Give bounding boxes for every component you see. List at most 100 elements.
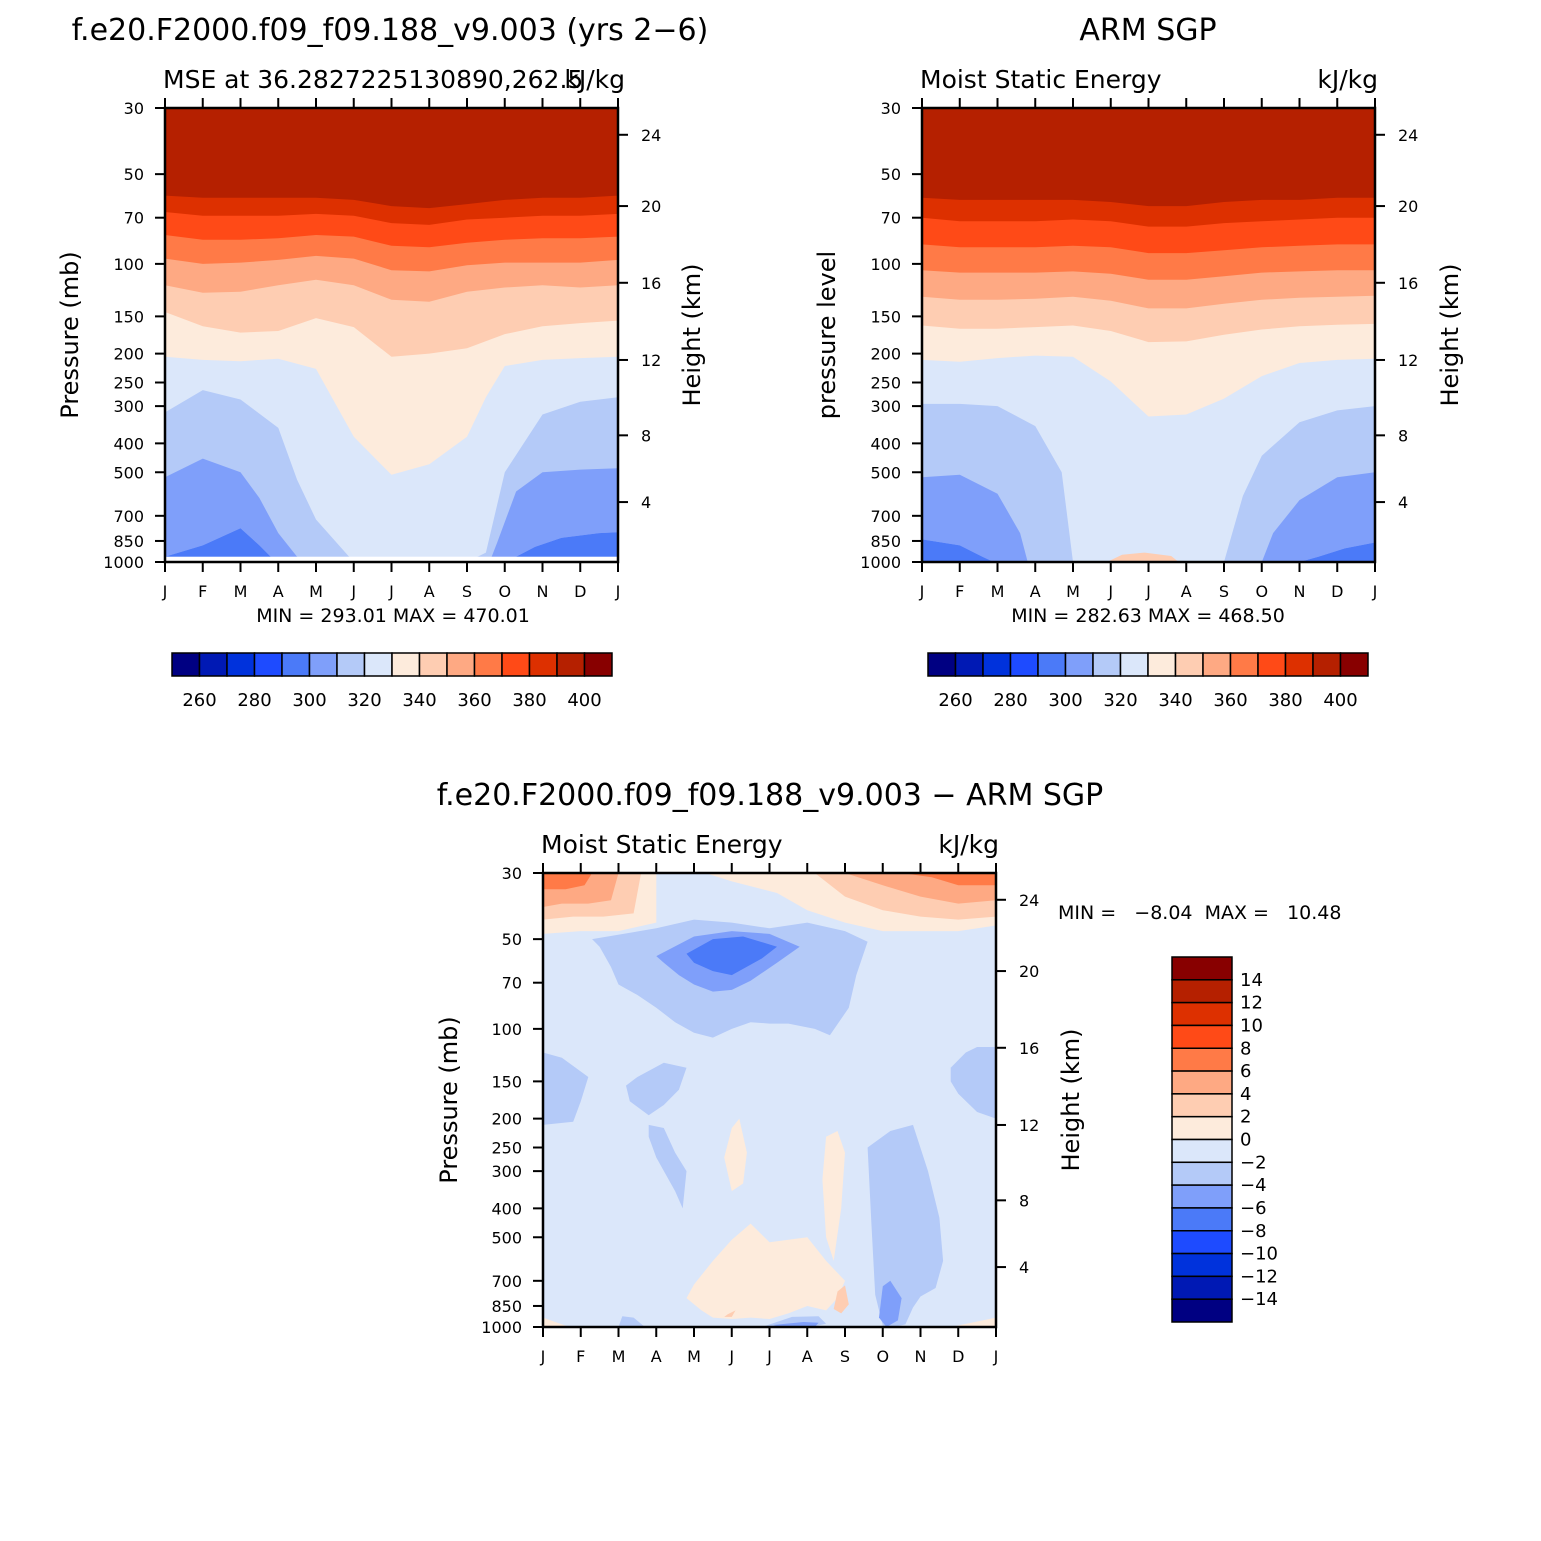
colorbar-swatch bbox=[1009, 652, 1039, 677]
colorbar-swatch bbox=[253, 652, 283, 677]
y-right-tick-label: 16 bbox=[641, 274, 661, 293]
colorbar-swatch bbox=[1119, 652, 1149, 677]
colorbar-label: 14 bbox=[1240, 970, 1263, 991]
y-right-tick-label: 4 bbox=[641, 493, 651, 512]
colorbar-swatch bbox=[391, 652, 421, 677]
colorbar-swatch bbox=[1147, 652, 1177, 677]
y-tick-label: 150 bbox=[113, 307, 144, 326]
x-tick-label: M bbox=[1066, 582, 1080, 601]
x-tick-label: J bbox=[919, 582, 925, 601]
y-axis-label-left: Pressure (mb) bbox=[435, 1016, 463, 1183]
x-tick-label: M bbox=[991, 582, 1005, 601]
contour-region bbox=[543, 873, 593, 890]
colorbar-label: −10 bbox=[1240, 1244, 1278, 1265]
x-tick-label: N bbox=[537, 582, 549, 601]
x-tick-label: J bbox=[993, 1347, 999, 1366]
y-right-tick-label: 20 bbox=[1398, 197, 1418, 216]
colorbar-label: 8 bbox=[1240, 1038, 1251, 1059]
colorbar-label: 10 bbox=[1240, 1015, 1263, 1036]
colorbar-swatch bbox=[1174, 652, 1204, 677]
colorbar-label: 260 bbox=[938, 690, 972, 711]
missing-data-strip bbox=[165, 556, 618, 562]
colorbar-swatch bbox=[1171, 1138, 1233, 1164]
colorbar-label: 340 bbox=[1158, 690, 1192, 711]
colorbar-label: 320 bbox=[1103, 690, 1137, 711]
colorbar-swatch bbox=[1171, 1207, 1233, 1232]
colorbar-swatch bbox=[473, 652, 503, 677]
y-tick-label: 70 bbox=[124, 209, 144, 228]
min-max-label: MIN = 293.01 MAX = 470.01 bbox=[256, 605, 530, 627]
x-tick-label: O bbox=[876, 1347, 889, 1366]
colorbar-swatch bbox=[336, 652, 366, 677]
contour-region bbox=[833, 1285, 849, 1314]
colorbar-swatch bbox=[198, 652, 228, 677]
contour-region bbox=[901, 873, 996, 886]
x-tick-label: F bbox=[955, 582, 964, 601]
colorbar-swatch bbox=[954, 652, 984, 677]
colorbar-label: −2 bbox=[1240, 1152, 1267, 1173]
y-tick-label: 500 bbox=[491, 1228, 522, 1247]
colorbar-label: 300 bbox=[292, 690, 326, 711]
colorbar-label: 400 bbox=[567, 690, 601, 711]
y-right-tick-label: 8 bbox=[1019, 1191, 1029, 1210]
colorbar-swatch bbox=[281, 652, 311, 677]
x-tick-label: J bbox=[1372, 582, 1378, 601]
y-right-tick-label: 12 bbox=[641, 351, 661, 370]
plot-area: J F M A M J J A S O N D J 30 50 70 100 150 200 250 300 400 500… bbox=[103, 98, 661, 601]
y-right-tick-label: 16 bbox=[1398, 274, 1418, 293]
panel-subtitle-left: Moist Static Energy bbox=[920, 65, 1162, 94]
contour-band bbox=[922, 108, 1375, 207]
x-tick-label: F bbox=[576, 1347, 585, 1366]
colorbar-label: 2 bbox=[1240, 1107, 1251, 1128]
colorbar-label: 4 bbox=[1240, 1084, 1251, 1105]
y-tick-label: 700 bbox=[113, 507, 144, 526]
x-tick-label: A bbox=[424, 582, 435, 601]
contour-region bbox=[626, 1062, 687, 1116]
colorbar-swatch bbox=[1171, 1093, 1233, 1118]
contour-region bbox=[686, 1223, 845, 1319]
colorbar-swatch bbox=[1339, 652, 1369, 677]
y-right-tick-label: 12 bbox=[1398, 351, 1418, 370]
contour-region bbox=[724, 1118, 747, 1192]
x-tick-label: J bbox=[1107, 582, 1113, 601]
x-tick-label: J bbox=[766, 1347, 772, 1366]
y-tick-label: 70 bbox=[881, 209, 901, 228]
y-tick-label: 850 bbox=[870, 532, 901, 551]
colorbar-label: 260 bbox=[182, 690, 216, 711]
x-tick-label: O bbox=[498, 582, 511, 601]
y-right-tick-label: 20 bbox=[1019, 962, 1039, 981]
contour-region bbox=[879, 1280, 902, 1327]
y-tick-label: 100 bbox=[870, 255, 901, 274]
colorbar-label: −12 bbox=[1240, 1266, 1278, 1287]
contour-region bbox=[543, 1052, 589, 1125]
x-tick-label: J bbox=[350, 582, 356, 601]
y-tick-label: 200 bbox=[491, 1110, 522, 1129]
colorbar-swatch bbox=[1064, 652, 1094, 677]
colorbar-swatch bbox=[363, 652, 393, 677]
y-tick-label: 400 bbox=[870, 434, 901, 453]
y-tick-label: 850 bbox=[491, 1297, 522, 1316]
y-tick-label: 30 bbox=[881, 99, 901, 118]
x-tick-label: A bbox=[1181, 582, 1192, 601]
x-tick-label: D bbox=[952, 1347, 964, 1366]
y-right-tick-label: 20 bbox=[641, 197, 661, 216]
colorbar-swatch bbox=[556, 652, 586, 677]
x-tick-label: M bbox=[309, 582, 323, 601]
panel-subtitle-left: MSE at 36.2827225130890,262.5 bbox=[163, 65, 583, 94]
y-tick-label: 500 bbox=[870, 463, 901, 482]
x-tick-label: J bbox=[540, 1347, 546, 1366]
colorbar-swatch bbox=[171, 652, 201, 677]
contour-band bbox=[165, 108, 618, 209]
colorbar-swatch bbox=[1171, 1275, 1233, 1300]
y-tick-label: 300 bbox=[870, 397, 901, 416]
colorbar-swatch bbox=[528, 652, 558, 677]
y-axis-label-right: Height (km) bbox=[678, 264, 706, 407]
y-right-tick-label: 24 bbox=[1019, 891, 1039, 910]
x-tick-label: A bbox=[1030, 582, 1041, 601]
colorbar-swatch bbox=[1171, 1298, 1233, 1323]
panel-diff: f.e20.F2000.f09_f09.188_v9.003 − ARM SGP… bbox=[435, 778, 1341, 1366]
colorbar-swatch bbox=[1171, 1161, 1233, 1186]
plot-area: J F M A M J J A S O N D J 30 50 70 100 150 200 250 300 400 500… bbox=[860, 98, 1418, 601]
colorbar-label: −6 bbox=[1240, 1198, 1267, 1219]
